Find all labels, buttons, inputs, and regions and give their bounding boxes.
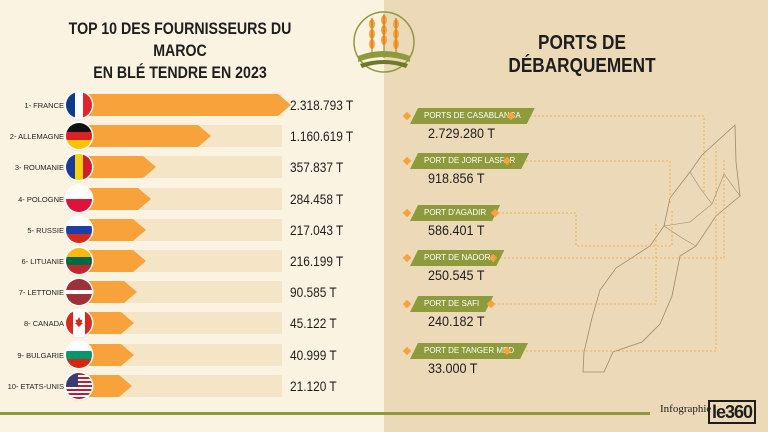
bar-row: 1- FRANCE 2.318.793 T xyxy=(0,91,384,119)
bar xyxy=(88,374,119,397)
category-label: 7- LETTONIE xyxy=(18,288,64,298)
usa-flag-icon xyxy=(66,372,92,399)
bar-row: 9- BULGARIE 40.999 T xyxy=(0,341,384,369)
value-label: 284.458 T xyxy=(290,191,344,207)
bar-arrow xyxy=(278,94,291,116)
bar-row: 4- POLOGNE 284.458 T xyxy=(0,185,384,213)
port-name: PORT DE TANGER MED xyxy=(410,343,528,359)
port-value: 250.545 T xyxy=(428,267,485,283)
bar-arrow xyxy=(198,125,211,148)
bar-arrow xyxy=(124,281,137,304)
bar xyxy=(88,125,198,148)
bar xyxy=(88,343,121,366)
bar-row: 3- ROUMANIE 357.837 T xyxy=(0,153,384,181)
category-label: 3- ROUMANIE xyxy=(14,163,64,173)
bar-arrow xyxy=(133,250,146,272)
poland-flag-icon xyxy=(66,185,92,212)
morocco-map xyxy=(490,115,741,373)
port-value: 33.000 T xyxy=(428,360,478,376)
chart-title: TOP 10 DES FOURNISSEURS DU MAROC EN BLÉ … xyxy=(30,18,330,84)
bar-row: 6- LITUANIE 216.199 T xyxy=(0,247,384,275)
value-label: 90.585 T xyxy=(290,285,337,301)
bar-track xyxy=(88,343,282,366)
port-value: 240.182 T xyxy=(428,313,485,329)
category-label: 2- ALLEMAGNE xyxy=(9,132,64,142)
bar-row: 2- ALLEMAGNE 1.160.619 T xyxy=(0,122,384,150)
value-label: 45.122 T xyxy=(290,316,337,332)
bar xyxy=(88,250,133,272)
title-line-2: EN BLÉ TENDRE EN 2023 xyxy=(93,64,267,82)
port-name: PORTS DE CASABLANCA xyxy=(410,108,535,124)
bulgaria-flag-icon xyxy=(66,341,92,368)
footer-divider xyxy=(0,412,650,415)
germany-flag-icon xyxy=(66,123,92,150)
bar-arrow xyxy=(138,187,151,210)
canada-flag-icon xyxy=(66,310,92,337)
latvia-flag-icon xyxy=(66,279,92,306)
category-label: 10- ETATS-UNIS xyxy=(7,381,64,391)
category-label: 1- FRANCE xyxy=(24,101,64,110)
bar-row: 10- ETATS-UNIS 21.120 T xyxy=(0,372,384,400)
category-label: 4- POLOGNE xyxy=(18,194,64,204)
title-line-1: TOP 10 DES FOURNISSEURS DU MAROC xyxy=(68,20,292,60)
ports-title: PORTS DE DÉBARQUEMENT xyxy=(508,32,656,77)
bar-arrow xyxy=(121,343,134,366)
value-label: 216.199 T xyxy=(290,254,344,269)
category-label: 8- CANADA xyxy=(23,319,64,329)
wheat-logo-icon xyxy=(353,11,415,73)
bar xyxy=(88,94,278,116)
port-name: PORT D'AGADIR xyxy=(410,205,500,221)
bar xyxy=(88,218,133,241)
bar xyxy=(88,187,138,210)
russia-flag-icon xyxy=(66,216,92,243)
value-label: 21.120 T xyxy=(290,378,337,394)
bar xyxy=(88,156,143,179)
bar xyxy=(88,312,121,335)
value-label: 40.999 T xyxy=(290,347,337,363)
bar-row: 5- RUSSIE 217.043 T xyxy=(0,216,384,244)
port-value: 918.856 T xyxy=(428,170,485,186)
port-name: PORT DE SAFI xyxy=(410,296,493,312)
port-value: 2.729.280 T xyxy=(428,125,496,141)
lithuania-flag-icon xyxy=(66,248,92,274)
category-label: 9- BULGARIE xyxy=(17,350,64,360)
category-label: 6- LITUANIE xyxy=(21,257,64,266)
romania-flag-icon xyxy=(66,154,92,181)
port-value: 586.401 T xyxy=(428,222,485,238)
brand-logo: le360 xyxy=(708,398,757,424)
bar-arrow xyxy=(119,374,132,397)
value-label: 2.318.793 T xyxy=(290,98,354,113)
bar-arrow xyxy=(121,312,134,335)
bar-row: 7- LETTONIE 90.585 T xyxy=(0,278,384,306)
value-label: 357.837 T xyxy=(290,160,344,176)
footer-label: Infographie xyxy=(660,403,712,415)
bar-arrow xyxy=(143,156,156,179)
bar xyxy=(88,281,124,304)
port-name: PORT DE NADOR xyxy=(410,250,504,266)
value-label: 217.043 T xyxy=(290,222,344,238)
bar-track xyxy=(88,312,282,335)
bar-track xyxy=(88,374,282,397)
bar-row: 8- CANADA 45.122 T xyxy=(0,309,384,337)
port-name: PORT DE JORF LASFAR xyxy=(410,153,529,169)
category-label: 5- RUSSIE xyxy=(27,225,64,235)
bar-arrow xyxy=(133,218,146,241)
value-label: 1.160.619 T xyxy=(290,129,354,145)
france-flag-icon xyxy=(66,92,92,118)
